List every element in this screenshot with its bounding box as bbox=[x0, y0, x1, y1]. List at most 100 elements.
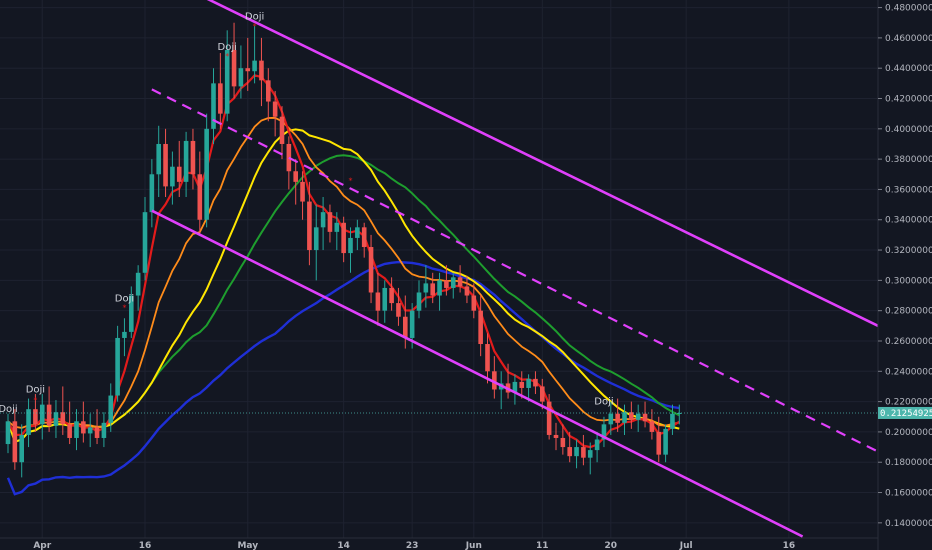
candle-body bbox=[567, 447, 572, 457]
candle-body bbox=[533, 378, 538, 387]
x-tick-label: 11 bbox=[536, 541, 549, 550]
candle-body bbox=[430, 283, 435, 296]
candle-body bbox=[5, 421, 11, 445]
candle-body bbox=[163, 143, 168, 187]
x-tick-label: 16 bbox=[783, 541, 796, 550]
channel-upper-line bbox=[206, 0, 879, 327]
candle-body bbox=[170, 166, 175, 187]
candle-body bbox=[46, 404, 52, 426]
candle-body bbox=[642, 413, 648, 422]
candle-body bbox=[608, 413, 614, 425]
candle-body bbox=[26, 409, 31, 435]
candle-body bbox=[348, 237, 353, 254]
candle-body bbox=[245, 68, 251, 72]
pattern-marker: * bbox=[349, 176, 353, 185]
candle-body bbox=[183, 140, 189, 182]
candle-body bbox=[238, 68, 244, 87]
candle-body bbox=[492, 371, 497, 390]
candle-body bbox=[546, 401, 552, 435]
candle-body bbox=[176, 166, 182, 182]
candle-body bbox=[12, 421, 18, 463]
candle-body bbox=[368, 247, 374, 293]
candle-body bbox=[485, 344, 490, 372]
x-axis[interactable]: Apr 16 May 14 23 Jun 11 20 Jul 16 bbox=[0, 537, 878, 550]
pattern-marker: * bbox=[122, 304, 126, 313]
candle-body bbox=[341, 222, 346, 254]
candle-body bbox=[156, 143, 161, 175]
candle-body bbox=[108, 395, 114, 423]
sma-yellow-line bbox=[7, 128, 680, 444]
candle-body bbox=[361, 227, 367, 248]
candle-body bbox=[574, 447, 579, 457]
x-tick-label: 23 bbox=[406, 541, 419, 550]
candle-body bbox=[53, 412, 59, 426]
pattern-marker: * bbox=[253, 22, 257, 31]
x-tick-label: Apr bbox=[33, 541, 51, 550]
doji-label: Doji bbox=[26, 385, 45, 396]
candle-body bbox=[622, 412, 627, 423]
candle-body bbox=[259, 60, 264, 81]
candle-body bbox=[355, 227, 360, 238]
candle-body bbox=[464, 286, 470, 296]
candle-body bbox=[457, 277, 463, 287]
candle-body bbox=[197, 174, 203, 220]
candle-body bbox=[649, 421, 655, 432]
candle-body bbox=[629, 412, 634, 420]
candle-body bbox=[601, 424, 607, 440]
candle-body bbox=[444, 280, 449, 288]
candle-body bbox=[224, 50, 230, 114]
candle-body bbox=[204, 128, 209, 220]
candle-body bbox=[122, 331, 127, 338]
candle-body bbox=[403, 316, 408, 338]
candle-body bbox=[375, 292, 381, 311]
candle-body bbox=[677, 412, 682, 414]
candle-body bbox=[94, 427, 100, 438]
candle-body bbox=[313, 227, 319, 251]
last-price-tag: 0.21254925 bbox=[878, 406, 932, 419]
candle-body bbox=[190, 140, 196, 175]
candle-body bbox=[33, 409, 38, 425]
channel-lower-line bbox=[151, 209, 804, 538]
candle-body bbox=[279, 116, 285, 144]
candle-body bbox=[594, 439, 600, 451]
ema-orange-line bbox=[7, 116, 680, 429]
candle-body bbox=[115, 337, 120, 396]
x-tick-label: Jul bbox=[679, 541, 693, 550]
last-price-label: 0.21254925 bbox=[880, 409, 932, 419]
candle-body bbox=[615, 413, 620, 423]
candle-body bbox=[382, 287, 388, 311]
candle-body bbox=[272, 101, 278, 117]
doji-label: Doji bbox=[0, 404, 18, 415]
candle-body bbox=[142, 212, 148, 273]
candle-body bbox=[437, 280, 442, 296]
x-tick-label: 14 bbox=[337, 541, 350, 550]
candle-body bbox=[266, 80, 271, 102]
candle-body bbox=[320, 212, 326, 228]
doji-label: Doji bbox=[218, 42, 237, 53]
candle-body bbox=[553, 434, 559, 438]
pattern-marker: * bbox=[33, 396, 37, 405]
candle-body bbox=[587, 450, 593, 458]
candle-body bbox=[218, 83, 223, 114]
candle-body bbox=[327, 212, 333, 232]
candle-body bbox=[81, 421, 86, 434]
candles bbox=[5, 22, 682, 478]
candle-body bbox=[581, 447, 586, 458]
candle-body bbox=[67, 424, 72, 438]
candle-body bbox=[526, 378, 531, 388]
candle-body bbox=[478, 310, 483, 345]
